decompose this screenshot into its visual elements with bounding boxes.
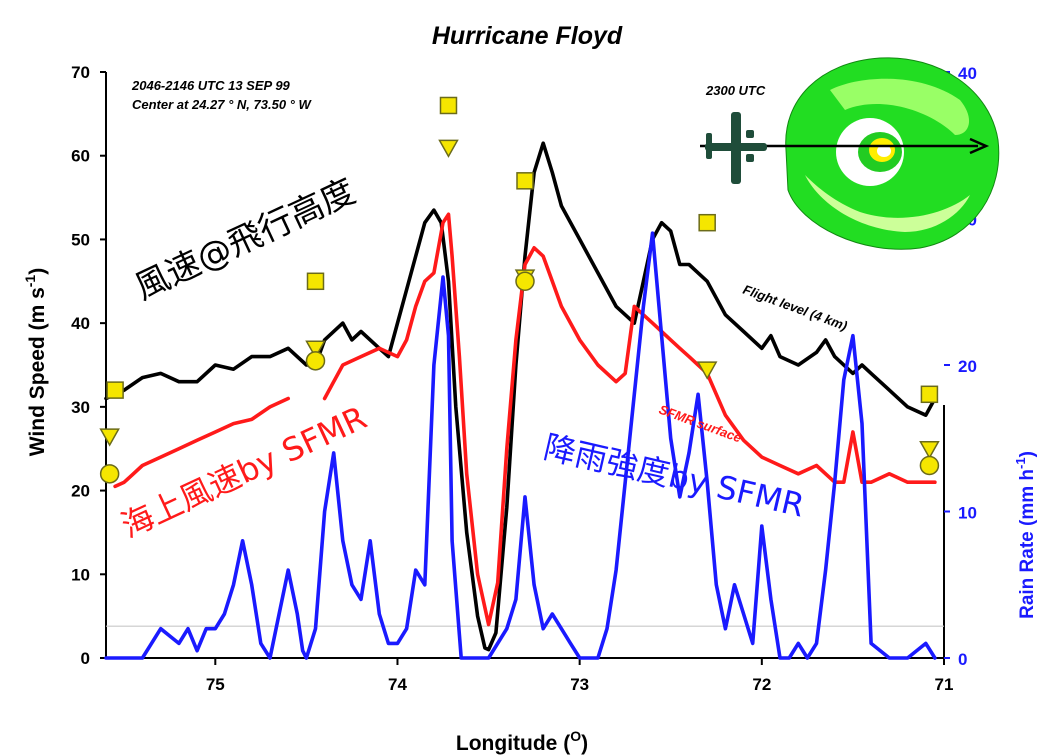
square-marker — [439, 96, 458, 115]
square-marker — [920, 385, 939, 404]
y-tick-label: 10 — [71, 565, 90, 584]
y-tick-label: 60 — [71, 147, 90, 166]
aircraft-icon — [705, 112, 767, 184]
y-axis-label: Wind Speed (m s-1) — [22, 268, 49, 456]
y-tick-label: 20 — [71, 482, 90, 501]
square-marker — [698, 213, 716, 232]
series-line-sfmr-surface — [113, 212, 937, 627]
square-marker — [106, 381, 124, 399]
x-tick-label: 73 — [570, 675, 589, 694]
flight-level-jp-label: 風速@飛行高度 — [129, 171, 362, 308]
series-line-rain-rate — [104, 231, 937, 660]
x-axis-ticks: 75 74 73 72 71 — [206, 658, 954, 694]
circle-marker — [99, 464, 120, 484]
triangle-marker — [305, 340, 326, 359]
y-tick-label: 30 — [71, 398, 90, 417]
x-tick-label: 75 — [206, 675, 225, 694]
circle-marker — [305, 351, 326, 371]
triangle-marker — [919, 440, 940, 460]
y2-tick-label: 40 — [958, 64, 977, 83]
rain-rate-jp-label: 降雨強度by SFMR — [540, 428, 808, 525]
y-tick-label: 40 — [71, 314, 90, 333]
y2-tick-label: 10 — [958, 504, 977, 523]
plot-area — [105, 72, 945, 659]
y-tick-label: 0 — [81, 649, 90, 668]
triangle-marker — [696, 361, 718, 380]
triangle-marker — [438, 139, 459, 158]
x-axis-label: Longitude (O) — [456, 728, 588, 755]
series-layer — [104, 141, 937, 660]
radar-rainband-light-2 — [805, 175, 970, 232]
inset-time-label: 2300 UTC — [705, 83, 766, 98]
subtitle-line-1: 2046-2146 UTC 13 SEP 99 — [131, 78, 291, 93]
x-tick-label: 74 — [388, 675, 407, 694]
radar-inset: 2300 UTC — [700, 57, 1000, 250]
y-tick-label: 50 — [71, 230, 90, 249]
subtitle-line-2: Center at 24.27 ° N, 73.50 ° W — [132, 97, 312, 112]
x-tick-label: 71 — [935, 675, 954, 694]
square-marker — [516, 172, 534, 190]
y2-axis-label: Rain Rate (mm h-1) — [1013, 451, 1038, 619]
circle-marker — [919, 455, 940, 476]
x-tick-label: 72 — [752, 675, 771, 694]
y-tick-label: 70 — [71, 63, 90, 82]
y2-tick-label: 0 — [958, 650, 967, 669]
y-axis-ticks: 0 10 20 30 40 50 60 70 — [71, 63, 106, 668]
square-marker — [306, 272, 325, 291]
flight-level-annotation: Flight level (4 km) — [741, 282, 849, 334]
marker-layer — [99, 96, 940, 484]
triangle-marker — [99, 428, 120, 447]
radar-eye — [877, 145, 891, 157]
y2-tick-label: 20 — [958, 357, 977, 376]
flight-track-arrow — [969, 137, 990, 155]
radar-rainband-light-1 — [830, 78, 970, 135]
circle-marker — [515, 271, 535, 292]
chart-title: Hurricane Floyd — [432, 22, 623, 50]
series-line-flight-level — [104, 141, 937, 652]
